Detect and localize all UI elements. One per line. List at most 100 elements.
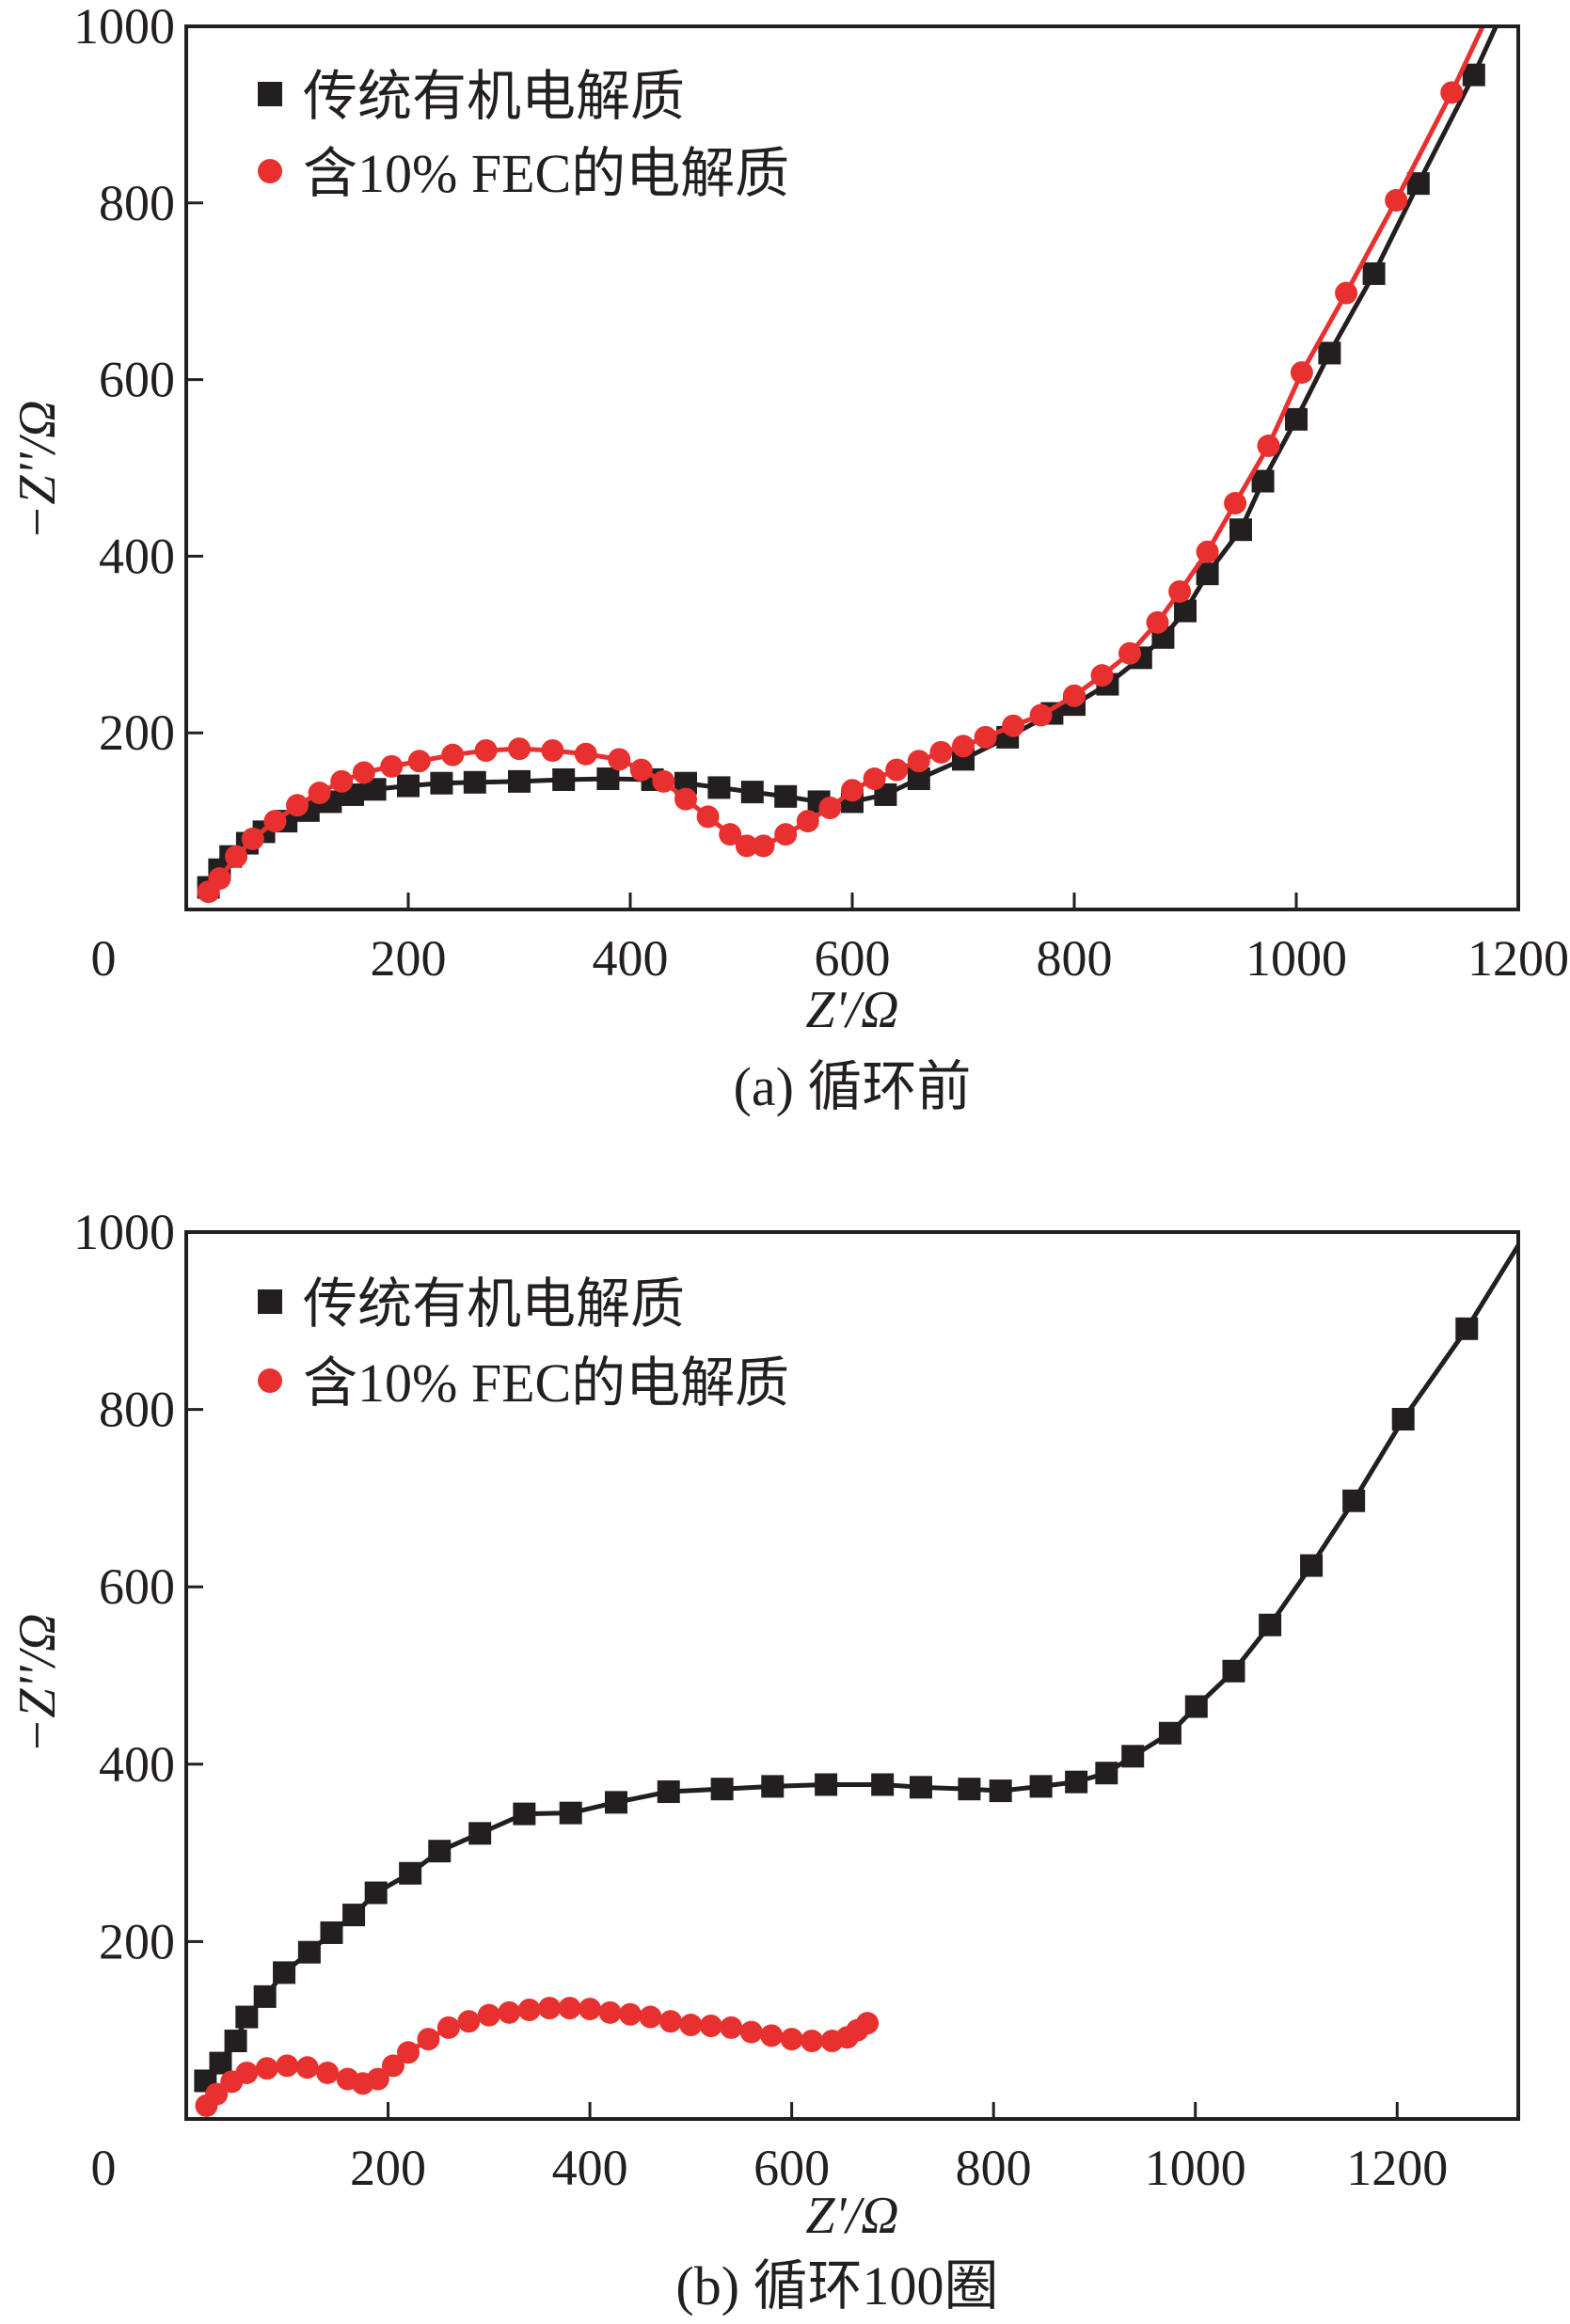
data-point-square: [604, 1791, 627, 1814]
data-point-circle: [1063, 684, 1086, 707]
data-point-square: [559, 1801, 582, 1825]
data-point-circle: [474, 738, 498, 762]
data-point-square: [1462, 63, 1485, 87]
data-point-circle: [397, 2041, 420, 2064]
data-point-square: [397, 774, 420, 798]
data-point-square: [657, 1780, 680, 1804]
y-tick-label: 1000: [73, 0, 175, 55]
x-tick-label: 400: [552, 2140, 628, 2196]
y-tick-label: 600: [99, 352, 175, 408]
data-point-circle: [699, 2014, 722, 2037]
caption: (b) 循环100圈: [675, 2255, 998, 2316]
data-point-square: [909, 1776, 932, 1799]
data-point-circle: [477, 2003, 500, 2027]
data-point-circle: [760, 2024, 784, 2047]
data-point-circle: [1196, 540, 1219, 563]
data-point-square: [740, 781, 764, 804]
data-point-circle: [739, 2020, 763, 2044]
legend-marker-circle: [258, 159, 282, 183]
data-point-square: [399, 1861, 422, 1885]
data-point-circle: [619, 2002, 642, 2026]
data-point-circle: [818, 797, 842, 820]
data-point-circle: [752, 834, 775, 858]
y-tick-label: 200: [99, 704, 175, 761]
data-point-circle: [330, 769, 354, 793]
data-point-square: [428, 1840, 452, 1863]
chart-b: 传统有机电解质 含10% FEC的电解质 Z'/Ω −Z''/Ω (b) 循环1…: [8, 1204, 1520, 2316]
data-point-circle: [1440, 81, 1464, 104]
x-tick-label: 200: [350, 2140, 426, 2196]
data-point-square: [513, 1802, 536, 1826]
x-tick-label: 1000: [1145, 2140, 1246, 2196]
legend-label-black: 传统有机电解质: [303, 66, 685, 127]
data-point-circle: [696, 805, 720, 829]
data-point-square: [1251, 469, 1275, 493]
legend-marker-square: [258, 1289, 282, 1314]
data-point-circle: [417, 2028, 440, 2051]
data-point-circle: [974, 725, 997, 749]
data-point-circle: [658, 2010, 682, 2033]
data-point-square: [1029, 1775, 1053, 1798]
data-point-circle: [276, 2054, 299, 2078]
data-point-circle: [735, 834, 758, 858]
data-point-circle: [308, 782, 331, 805]
data-point-square: [989, 1779, 1012, 1803]
data-point-square: [552, 767, 576, 791]
data-point-square: [1455, 1317, 1479, 1340]
data-point-square: [1285, 407, 1308, 431]
data-point-circle: [952, 735, 975, 758]
data-point-square: [235, 2005, 259, 2029]
data-point-circle: [381, 2054, 404, 2078]
data-point-circle: [801, 2030, 824, 2053]
data-point-circle: [1029, 704, 1053, 727]
data-point-square: [1318, 341, 1341, 365]
data-point-square: [1222, 1659, 1245, 1683]
data-point-circle: [720, 2016, 743, 2039]
data-point-circle: [558, 1997, 581, 2020]
data-point-circle: [1257, 435, 1280, 458]
data-point-circle: [929, 740, 953, 764]
data-point-square: [1391, 1407, 1415, 1431]
legend-marker-circle: [258, 1368, 282, 1393]
data-point-circle: [538, 1997, 562, 2020]
data-point-circle: [541, 738, 564, 762]
data-point-circle: [629, 758, 653, 782]
data-point-circle: [608, 748, 631, 771]
x-tick-label: 1200: [1467, 930, 1569, 987]
data-point-square: [224, 2030, 247, 2053]
data-point-square: [1229, 518, 1252, 542]
data-point-square: [320, 1921, 343, 1944]
x-tick-label: 800: [1037, 930, 1113, 987]
y-tick-label: 800: [99, 175, 175, 231]
data-point-square: [364, 1881, 388, 1905]
data-point-circle: [841, 779, 864, 802]
data-point-circle: [441, 743, 465, 767]
legend-label-red: 含10% FEC的电解质: [303, 1352, 789, 1414]
data-point-circle: [508, 737, 531, 761]
y-axis-label: −Z''/Ω: [8, 401, 67, 541]
x-axis-label: Z'/Ω: [805, 2187, 898, 2245]
data-point-circle: [907, 750, 930, 773]
data-point-circle: [885, 758, 909, 782]
data-point-circle: [457, 2010, 481, 2033]
data-point-circle: [255, 2057, 278, 2080]
data-point-circle: [205, 2082, 229, 2106]
data-point-square: [1259, 1613, 1282, 1636]
y-axis-label: −Z''/Ω: [8, 1614, 67, 1754]
data-point-circle: [579, 1998, 602, 2021]
y-tick-label: 400: [99, 1736, 175, 1793]
data-point-circle: [1335, 281, 1358, 305]
plot-frame: [184, 24, 1520, 911]
data-point-square: [1158, 1721, 1181, 1745]
data-point-circle: [241, 827, 264, 850]
caption: (a) 循环前: [734, 1056, 972, 1117]
data-point-circle: [208, 867, 231, 891]
x-tick-label: 600: [753, 2140, 830, 2196]
legend-label-red: 含10% FEC的电解质: [303, 143, 789, 204]
legend-marker-square: [258, 82, 282, 106]
data-point-square: [1065, 1770, 1088, 1794]
data-point-circle: [407, 750, 431, 773]
chart-a: 传统有机电解质 含10% FEC的电解质 Z'/Ω −Z''/Ω (a) 循环前…: [8, 0, 1569, 1117]
data-point-circle: [1146, 610, 1169, 634]
